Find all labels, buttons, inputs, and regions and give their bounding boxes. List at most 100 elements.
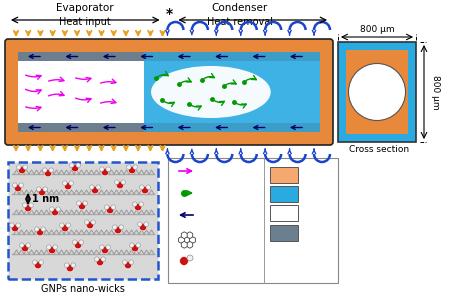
Bar: [270, 205, 298, 221]
Circle shape: [129, 260, 134, 265]
Circle shape: [106, 245, 110, 249]
Circle shape: [139, 202, 144, 206]
Circle shape: [36, 187, 41, 192]
Circle shape: [96, 185, 100, 189]
Circle shape: [180, 257, 189, 266]
Circle shape: [116, 181, 124, 189]
Text: Water molecule: Water molecule: [196, 256, 273, 266]
Circle shape: [43, 168, 47, 173]
Circle shape: [19, 243, 24, 247]
Circle shape: [48, 246, 56, 254]
Circle shape: [122, 260, 127, 265]
Circle shape: [61, 224, 69, 232]
Circle shape: [119, 225, 124, 230]
Circle shape: [21, 244, 29, 252]
Circle shape: [131, 244, 139, 252]
Bar: [18, 61, 320, 123]
Circle shape: [90, 185, 94, 189]
Bar: [270, 225, 298, 241]
Text: Solid: Solid: [303, 170, 327, 180]
Circle shape: [100, 245, 104, 249]
Circle shape: [94, 257, 99, 261]
Ellipse shape: [151, 66, 271, 118]
Circle shape: [43, 187, 47, 192]
Circle shape: [34, 261, 42, 269]
Text: Graphene sheet: Graphene sheet: [196, 235, 274, 245]
Circle shape: [121, 180, 126, 184]
Circle shape: [29, 203, 34, 208]
Circle shape: [101, 257, 106, 261]
Bar: [270, 186, 298, 202]
Circle shape: [11, 224, 19, 232]
Bar: [168, 158, 338, 283]
Circle shape: [44, 169, 52, 177]
Text: Water circulation: Water circulation: [196, 210, 279, 220]
Circle shape: [35, 227, 39, 231]
Text: 800 μm: 800 μm: [360, 26, 394, 34]
Circle shape: [144, 222, 148, 227]
Text: Evaporation: Evaporation: [196, 166, 255, 176]
Circle shape: [133, 165, 137, 170]
Text: 1 nm: 1 nm: [32, 194, 59, 204]
Circle shape: [9, 223, 14, 228]
Circle shape: [79, 240, 83, 244]
Circle shape: [41, 227, 46, 231]
Circle shape: [112, 225, 117, 230]
Circle shape: [139, 223, 147, 231]
Circle shape: [91, 220, 95, 225]
Text: Condensation: Condensation: [196, 188, 263, 198]
Circle shape: [16, 223, 20, 228]
Circle shape: [26, 243, 30, 247]
Bar: [18, 52, 320, 61]
Circle shape: [101, 168, 109, 176]
Circle shape: [76, 201, 81, 206]
Bar: [144, 52, 320, 61]
Text: Condenser: Condenser: [212, 3, 268, 13]
Circle shape: [69, 181, 73, 186]
Circle shape: [106, 206, 114, 214]
Circle shape: [63, 181, 67, 186]
FancyBboxPatch shape: [5, 39, 333, 145]
Text: 800 μm: 800 μm: [431, 75, 440, 109]
Circle shape: [187, 255, 193, 261]
Circle shape: [146, 185, 151, 189]
Circle shape: [12, 183, 17, 187]
Circle shape: [70, 163, 74, 168]
Bar: [270, 167, 298, 183]
Circle shape: [83, 201, 88, 206]
Circle shape: [49, 207, 54, 211]
Circle shape: [64, 182, 72, 190]
Circle shape: [128, 166, 136, 174]
Circle shape: [22, 203, 27, 208]
Circle shape: [66, 264, 74, 272]
Circle shape: [14, 184, 22, 192]
Circle shape: [104, 205, 109, 209]
Text: GNPs nano-wicks: GNPs nano-wicks: [41, 284, 125, 294]
Bar: [144, 61, 320, 123]
Circle shape: [39, 260, 44, 265]
FancyBboxPatch shape: [8, 162, 158, 279]
Circle shape: [133, 202, 137, 206]
Circle shape: [51, 208, 59, 216]
Circle shape: [60, 223, 64, 228]
Circle shape: [124, 261, 132, 269]
Circle shape: [18, 166, 26, 174]
Circle shape: [91, 186, 99, 194]
Circle shape: [74, 241, 82, 249]
Circle shape: [101, 246, 109, 254]
Circle shape: [136, 243, 140, 247]
Circle shape: [139, 185, 144, 189]
Bar: [144, 123, 320, 132]
Circle shape: [78, 202, 86, 210]
Circle shape: [111, 205, 116, 209]
Circle shape: [53, 245, 57, 249]
Text: Heat removal: Heat removal: [207, 17, 273, 27]
Bar: [346, 50, 408, 134]
Text: Evaporator: Evaporator: [56, 3, 114, 13]
Circle shape: [127, 165, 131, 170]
Circle shape: [134, 203, 142, 211]
Bar: [338, 42, 416, 142]
Circle shape: [71, 164, 79, 172]
Circle shape: [17, 165, 21, 170]
Circle shape: [49, 168, 54, 173]
